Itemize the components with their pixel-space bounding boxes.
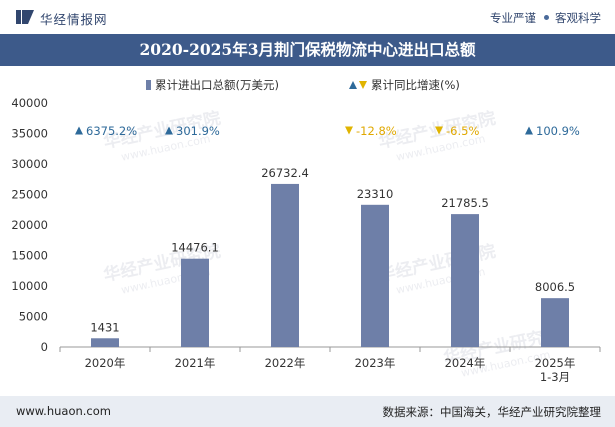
bar-2 [271, 183, 299, 347]
legend-bar-label: 累计进出口总额(万美元) [155, 78, 279, 92]
growth-up-triangle-icon [525, 126, 533, 135]
logo-icon [16, 10, 34, 24]
y-tick-label: 5000 [19, 310, 48, 324]
y-tick-label: 40000 [11, 96, 48, 110]
legend-growth-label: 累计同比增速(%) [371, 78, 460, 92]
x-tick-label: 1-3月 [540, 370, 570, 384]
y-tick-label: 20000 [11, 218, 48, 232]
y-tick-label: 0 [41, 340, 48, 354]
bar-5 [541, 298, 569, 347]
growth-label: -12.8% [356, 124, 397, 138]
slogan-left: 专业严谨 [490, 11, 536, 25]
growth-label: 6375.2% [86, 124, 137, 138]
chart-title: 2020-2025年3月荆门保税物流中心进出口总额 [139, 40, 476, 59]
footer-site: www.huaon.com [16, 404, 111, 418]
y-tick-label: 30000 [11, 157, 48, 171]
growth-up-triangle-icon [165, 126, 173, 135]
legend-bar-swatch [146, 80, 151, 90]
legend-down-triangle-icon [359, 81, 367, 89]
bar-value-label: 26732.4 [261, 166, 309, 180]
separator-dot-icon [544, 15, 549, 20]
bar-value-label: 14476.1 [171, 241, 219, 255]
x-tick-label: 2021年 [175, 356, 216, 370]
footer: www.huaon.com 数据来源：中国海关，华经产业研究院整理 [0, 396, 615, 427]
bar-4 [451, 214, 479, 347]
bar-value-label: 21785.5 [441, 196, 489, 210]
slogan-right: 客观科学 [555, 11, 601, 25]
x-tick-label: 2020年 [85, 356, 126, 370]
bar-1 [181, 258, 209, 347]
x-tick-label: 2023年 [355, 356, 396, 370]
title-bar: 2020-2025年3月荆门保税物流中心进出口总额 [0, 34, 615, 66]
growth-label: 301.9% [176, 124, 220, 138]
growth-down-triangle-icon [435, 126, 443, 135]
bar-value-label: 23310 [357, 187, 394, 201]
growth-up-triangle-icon [75, 126, 83, 135]
footer-source: 数据来源：中国海关，华经产业研究院整理 [382, 405, 602, 419]
bar-3 [361, 204, 389, 347]
y-tick-label: 10000 [11, 279, 48, 293]
bar-value-label: 8006.5 [535, 280, 575, 294]
brand-name: 华经情报网 [40, 12, 108, 27]
y-tick-label: 15000 [11, 249, 48, 263]
top-bar: 华经情报网 专业严谨 客观科学 [0, 0, 615, 34]
bar-value-label: 1431 [90, 320, 119, 334]
growth-label: -6.5% [446, 124, 479, 138]
growth-label: 100.9% [536, 124, 580, 138]
x-tick-label: 2024年 [445, 356, 486, 370]
legend-up-triangle-icon [349, 81, 357, 89]
y-tick-label: 35000 [11, 127, 48, 141]
slogan: 专业严谨 客观科学 [490, 10, 601, 26]
growth-down-triangle-icon [345, 126, 353, 135]
y-tick-label: 25000 [11, 188, 48, 202]
x-tick-label: 2022年 [265, 356, 306, 370]
bar-0 [91, 338, 119, 347]
x-tick-label: 2025年 [535, 356, 576, 370]
